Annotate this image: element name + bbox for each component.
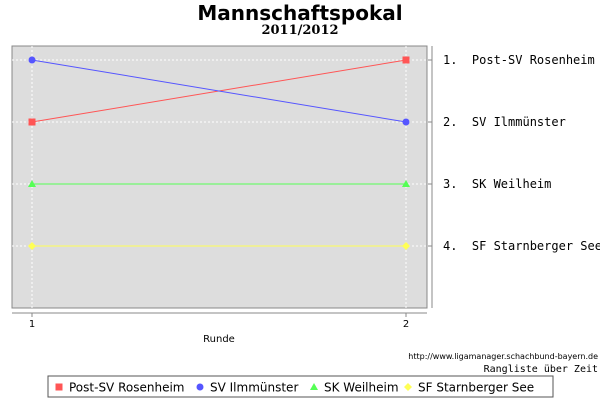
x-tick-label-1: 1 — [29, 319, 35, 330]
series-1-point-1 — [28, 118, 36, 126]
series-4-point-1 — [28, 242, 36, 250]
legend-marker-4 — [404, 383, 412, 391]
rank-label-2: 2. SV Ilmmünster — [443, 115, 566, 129]
source-url: http://www.ligamanager.schachbund-bayern… — [408, 352, 598, 361]
series-1-point-2 — [402, 56, 410, 64]
legend-label-2: SV Ilmmünster — [210, 381, 298, 395]
chart-title: Mannschaftspokal — [197, 1, 403, 25]
series-4-point-2 — [402, 242, 410, 250]
series-3-point-1 — [28, 180, 36, 187]
x-tick-label-2: 2 — [403, 319, 409, 330]
chart-subtitle: 2011/2012 — [261, 23, 339, 38]
series-3-point-2 — [402, 180, 410, 187]
rank-label-1: 1. Post-SV Rosenheim — [443, 53, 595, 67]
legend-marker-2 — [196, 383, 204, 391]
rank-axis: 1. Post-SV Rosenheim 2. SV Ilmmünster 3. S… — [428, 46, 600, 308]
legend-label-3: SK Weilheim — [324, 381, 399, 395]
plot-area — [11, 45, 428, 309]
series-markers — [28, 56, 410, 250]
chart-caption: Rangliste über Zeit — [484, 364, 598, 375]
series-line-2 — [31, 59, 407, 123]
rank-label-4: 4. SF Starnberger See — [443, 239, 600, 253]
rank-label-3: 3. SK Weilheim — [443, 177, 551, 191]
legend-marker-1 — [55, 383, 63, 391]
legend: Post-SV Rosenheim SV Ilmmünster SK Weilhei… — [47, 375, 554, 398]
series-2-point-2 — [402, 118, 410, 126]
series-2-point-1 — [28, 56, 36, 64]
x-axis-label: Runde — [203, 334, 235, 345]
legend-label-4: SF Starnberger See — [418, 381, 534, 395]
series-lines — [31, 59, 407, 247]
legend-label-1: Post-SV Rosenheim — [69, 381, 184, 395]
legend-box — [47, 375, 554, 398]
legend-marker-3 — [310, 383, 318, 390]
